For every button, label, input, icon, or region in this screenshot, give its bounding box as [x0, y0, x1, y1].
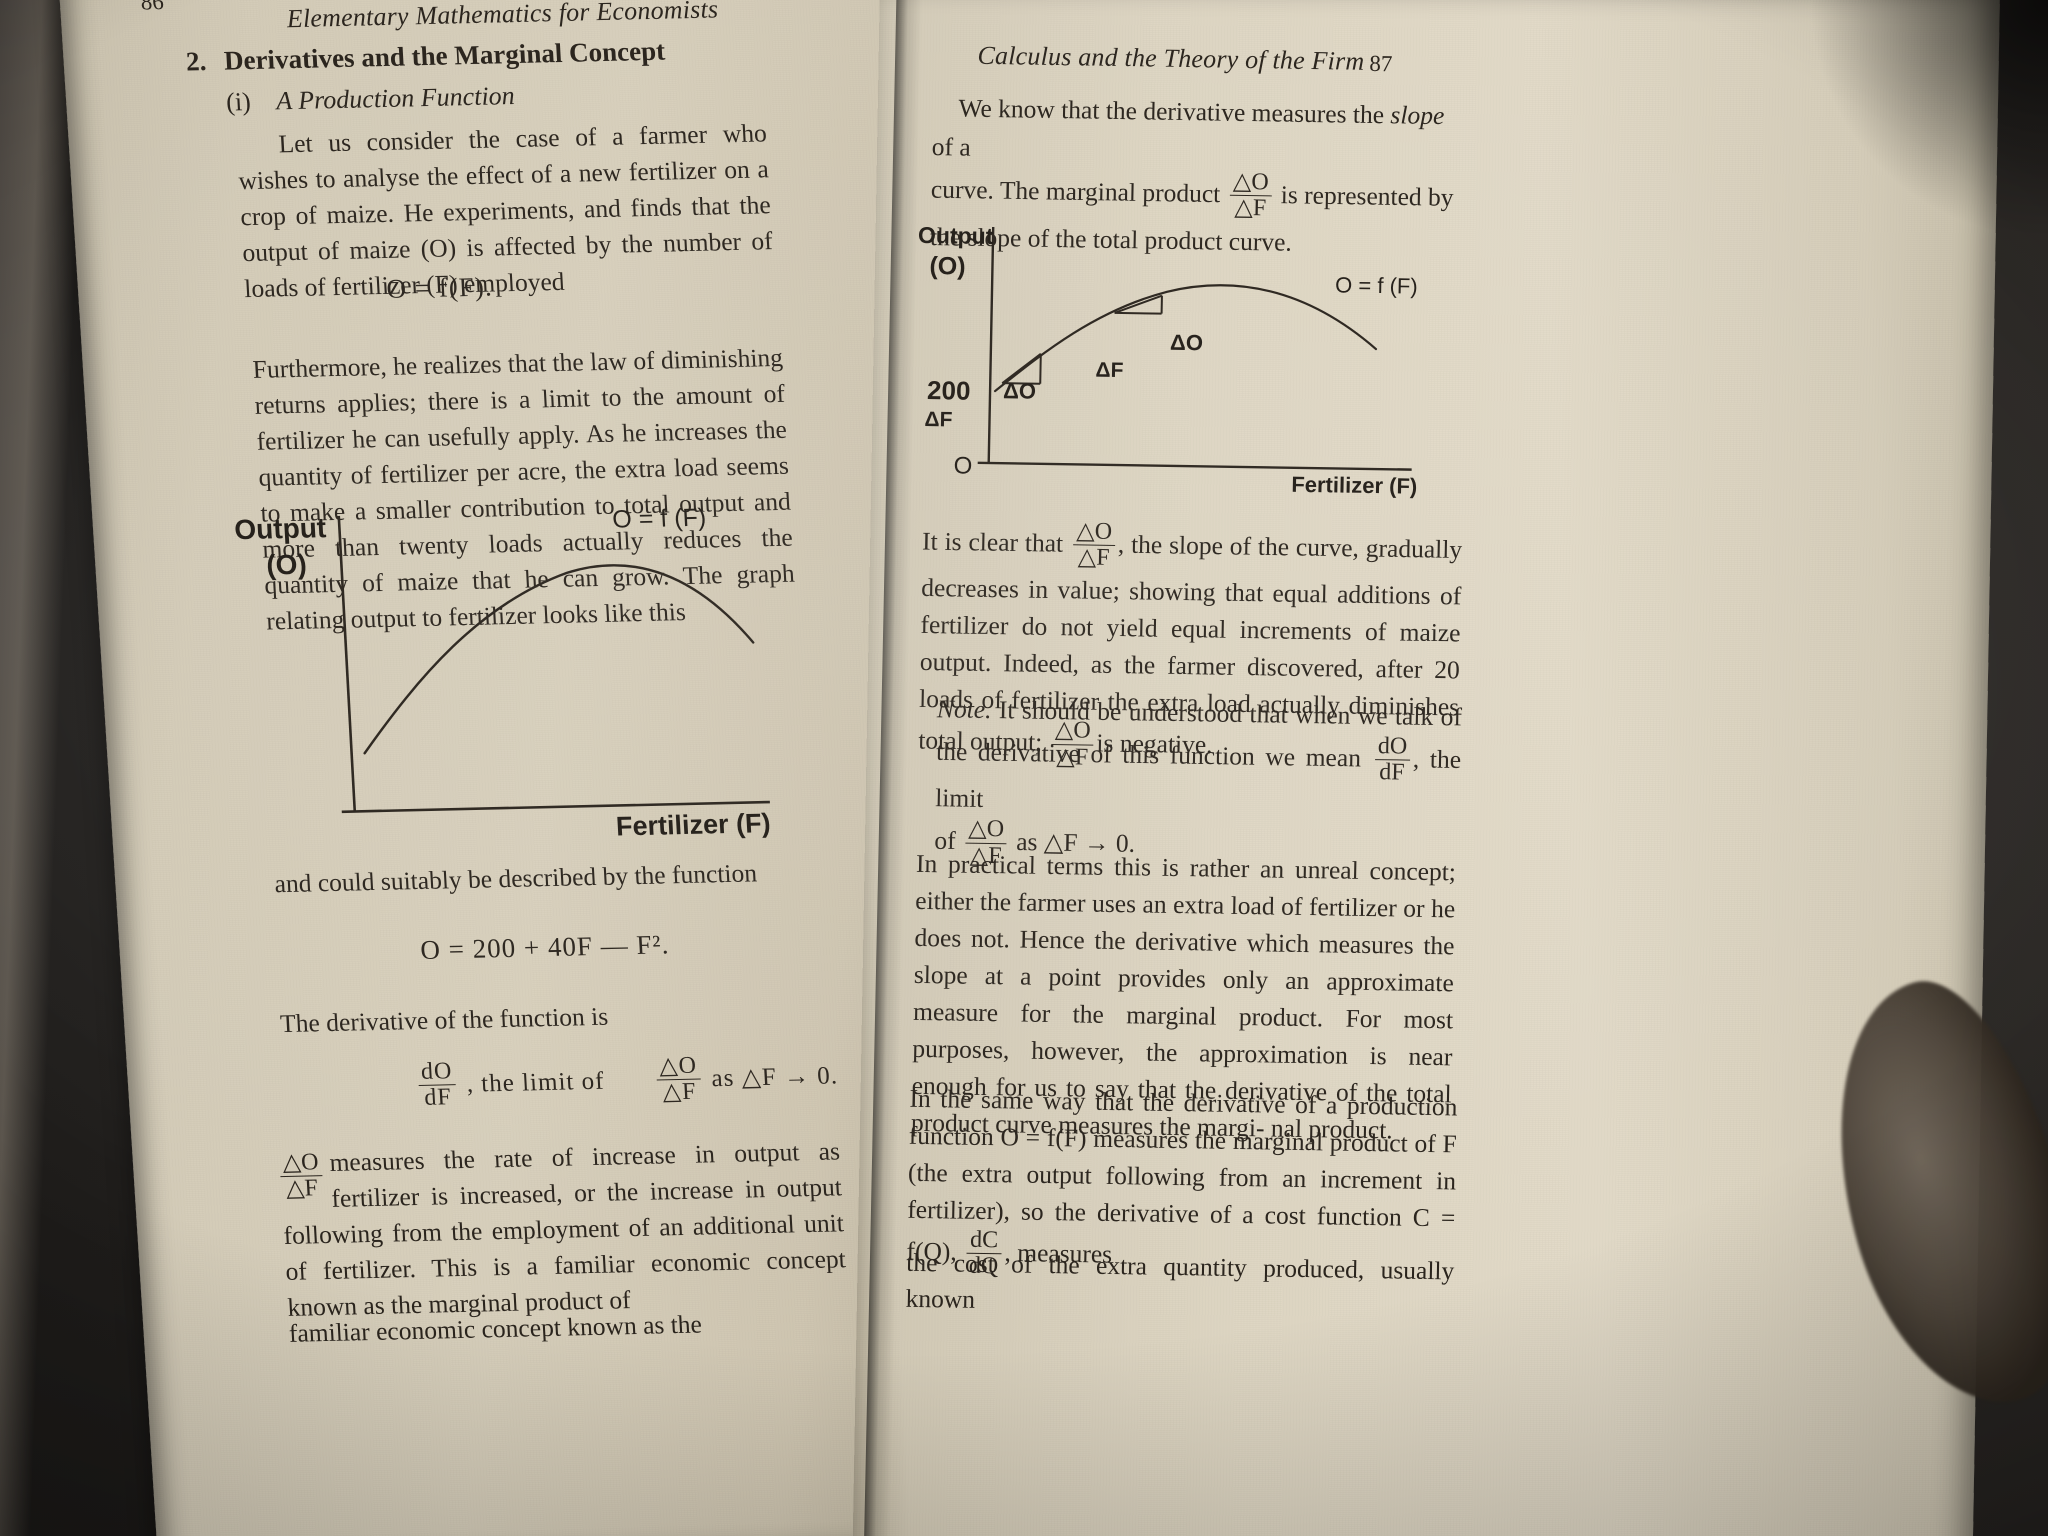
left-paragraph-3: and could suitably be described by the f… — [273, 858, 758, 899]
right-graph-ytick-200: 200 — [926, 374, 971, 406]
folio-right: 87 — [1369, 50, 1393, 77]
right-p1-frac: △O △F — [1229, 169, 1272, 222]
right-graph-x-axis — [977, 461, 1412, 471]
right-graph-small-delta-f-label: ΔF — [1095, 358, 1124, 383]
right-page-content: Calculus and the Theory of the Firm 87 W… — [901, 30, 1540, 1536]
running-head-left: Elementary Mathematics for Economists — [286, 0, 719, 34]
left-p5-frac: △O △F — [279, 1149, 324, 1203]
right-graph-xlabel: Fertilizer (F) — [1291, 471, 1418, 499]
right-graph-ylabel-line1: Output — [917, 221, 994, 250]
left-equation-2: O = 200 + 40F — F². — [419, 929, 671, 965]
running-head-right: Calculus and the Theory of the Firm — [977, 40, 1365, 76]
left-eq3-post: as △F → 0. — [710, 1062, 839, 1093]
right-p2-a: It is clear that — [921, 526, 1064, 558]
left-graph-curve — [363, 564, 755, 755]
folio-left: 86 — [140, 0, 165, 15]
corner-shadow — [1808, 0, 2048, 240]
right-graph-small-delta-o-label: ΔO — [1169, 329, 1204, 356]
right-graph-curve — [993, 284, 1378, 393]
right-p1-b: curve. The marginal product — [930, 174, 1221, 209]
right-note-label: Note. — [936, 694, 992, 725]
section-title: Derivatives and the Marginal Concept — [223, 35, 666, 76]
right-p1-italic: slope — [1390, 100, 1445, 131]
right-graph-large-delta-o-label: ΔO — [1002, 378, 1037, 404]
right-graph-ylabel-line2: (O) — [929, 252, 966, 281]
left-eq3-frac-dOdF: dO dF — [417, 1058, 458, 1112]
left-equation-1: O = f(F). — [385, 271, 494, 304]
left-paragraph-4: The derivative of the function is — [279, 1001, 609, 1039]
left-graph-ylabel-line2: (O) — [265, 548, 308, 581]
right-graph-y-axis — [987, 226, 995, 463]
right-p2-frac: △O △F — [1072, 518, 1116, 572]
right-p1-a: We know that the derivative measures the — [958, 93, 1385, 130]
right-production-graph: Output (O) ΔO — [911, 222, 1456, 499]
left-paragraph-1: Let us consider the case of a farmer who… — [237, 118, 774, 304]
right-graph-small-delta-marks — [1001, 352, 1042, 385]
right-graph-svg — [977, 226, 1412, 471]
left-eq3-frac-deltaOF: △O △F — [656, 1053, 703, 1106]
right-graph-large-delta-marks — [1114, 294, 1163, 315]
left-graph-x-axis — [341, 800, 770, 814]
left-paragraph-5: △O △F measures the rate of increase in o… — [279, 1133, 849, 1325]
left-equation-3: dO dF , the limit of △O △F as △F → 0. — [414, 1049, 937, 1112]
right-paragraph-5-clipped: the cost of the extra quantity produced,… — [905, 1247, 1455, 1314]
left-eq3-gap — [613, 1088, 647, 1089]
subsection-title: A Production Function — [275, 81, 516, 116]
right-graph-curve-label: O = f (F) — [1334, 272, 1418, 299]
left-eq3-mid: , the limit of — [466, 1067, 606, 1098]
right-graph-large-delta-f-label: ΔF — [924, 407, 953, 432]
right-graph-origin-label: O — [953, 452, 973, 480]
left-graph-ylabel-line1: Output — [233, 512, 327, 546]
right-note-frac: dO dF — [1374, 733, 1410, 786]
left-graph-curve-label: O = f (F) — [611, 503, 707, 534]
left-p5-text: measures the rate of increase in output … — [282, 1136, 847, 1322]
section-number: 2. — [185, 46, 208, 77]
right-p1-tail: of a — [931, 132, 971, 162]
left-graph-svg — [337, 515, 770, 814]
right-p1-c: is represented by — [1280, 180, 1454, 212]
left-production-graph: Output (O) O = f (F) Fertilizer (F) — [234, 504, 812, 862]
left-page-content: 86 Elementary Mathematics for Economists… — [120, 0, 995, 1536]
left-graph-y-axis — [337, 515, 357, 812]
left-graph-xlabel: Fertilizer (F) — [615, 808, 772, 842]
subsection-number: (i) — [225, 87, 252, 117]
